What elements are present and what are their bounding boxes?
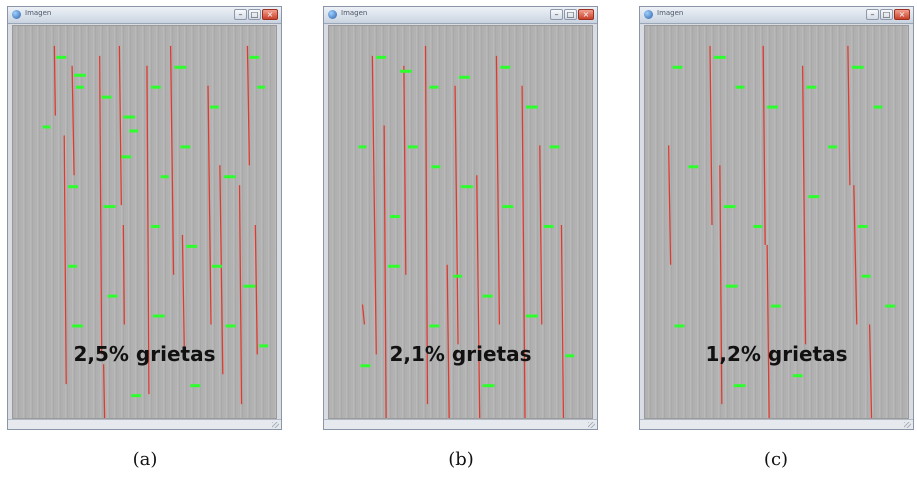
resize-grip[interactable]	[588, 422, 595, 428]
window-title: Imagen	[25, 9, 52, 17]
crack-overlay-a	[42, 45, 269, 418]
title-bar[interactable]: Imagen – □ ×	[640, 7, 913, 24]
minimize-button[interactable]: –	[550, 9, 563, 20]
close-button[interactable]: ×	[578, 9, 594, 20]
title-bar[interactable]: Imagen – □ ×	[8, 7, 281, 24]
crack-image-a: 2,5% grietas	[12, 25, 277, 419]
close-button[interactable]: ×	[894, 9, 910, 20]
window-c: Imagen – □ × 1,2% griet	[639, 6, 914, 430]
app-icon	[12, 10, 21, 19]
resize-grip[interactable]	[272, 422, 279, 428]
crack-overlay-b	[358, 45, 575, 418]
window-title: Imagen	[341, 9, 368, 17]
maximize-button[interactable]: □	[248, 9, 261, 20]
crack-percentage-label: 1,2% grietas	[705, 342, 848, 366]
minimize-button[interactable]: –	[234, 9, 247, 20]
window-b: Imagen – □ ×	[323, 6, 598, 430]
window-a: Imagen – □ ×	[7, 6, 282, 430]
title-bar[interactable]: Imagen – □ ×	[324, 7, 597, 24]
crack-image-b: 2,1% grietas	[328, 25, 593, 419]
window-title: Imagen	[657, 9, 684, 17]
maximize-button[interactable]: □	[564, 9, 577, 20]
minimize-button[interactable]: –	[866, 9, 879, 20]
close-button[interactable]: ×	[262, 9, 278, 20]
resize-grip[interactable]	[904, 422, 911, 428]
crack-percentage-label: 2,5% grietas	[73, 342, 216, 366]
crack-percentage-label: 2,1% grietas	[389, 342, 532, 366]
maximize-button[interactable]: □	[880, 9, 893, 20]
crack-overlay-c	[668, 45, 896, 418]
caption-b: (b)	[448, 449, 474, 470]
crack-image-c: 1,2% grietas	[644, 25, 909, 419]
caption-a: (a)	[132, 449, 158, 470]
caption-c: (c)	[763, 449, 789, 470]
status-bar	[324, 419, 597, 429]
app-icon	[644, 10, 653, 19]
status-bar	[8, 419, 281, 429]
status-bar	[640, 419, 913, 429]
app-icon	[328, 10, 337, 19]
